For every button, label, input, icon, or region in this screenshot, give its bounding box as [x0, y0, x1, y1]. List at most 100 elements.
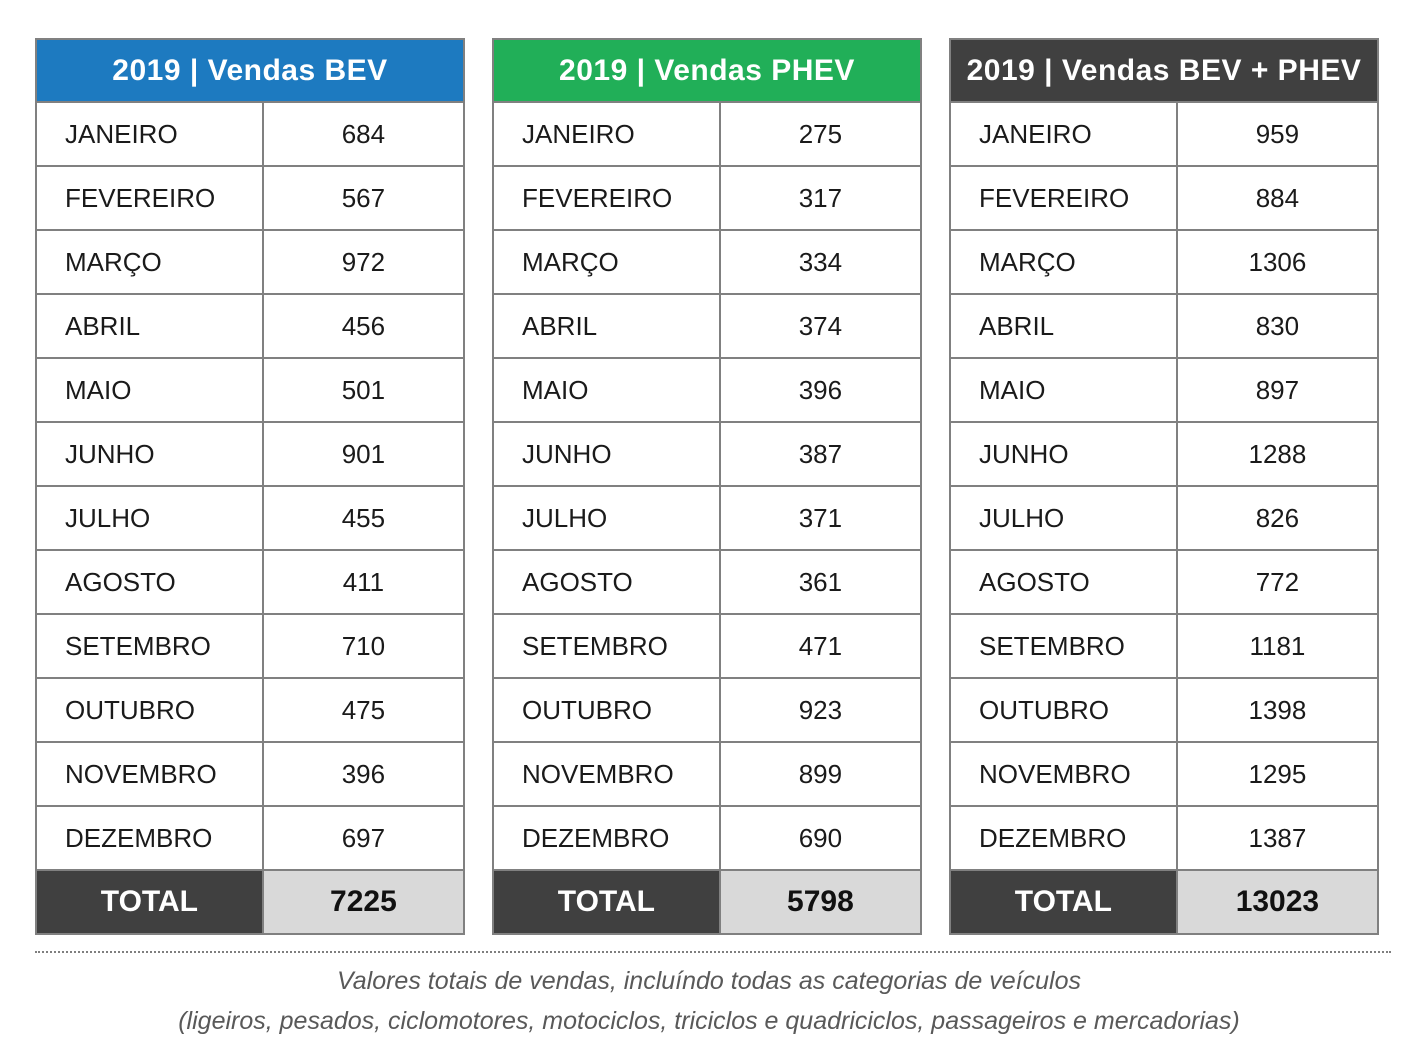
phev-total-label: TOTAL [492, 869, 721, 935]
month-cell: JULHO [949, 485, 1178, 551]
table-row: NOVEMBRO 396 [35, 741, 466, 807]
table-row: AGOSTO 411 [35, 549, 466, 615]
month-cell: AGOSTO [949, 549, 1178, 615]
combined-table-title: 2019 | Vendas BEV + PHEV [949, 38, 1379, 103]
table-row: ABRIL 456 [35, 293, 466, 359]
table-row: FEVEREIRO 884 [949, 165, 1380, 231]
value-cell: 897 [1175, 357, 1380, 423]
month-cell: ABRIL [35, 293, 264, 359]
total-row: TOTAL 13023 [949, 869, 1380, 935]
table-row: AGOSTO 772 [949, 549, 1380, 615]
month-cell: AGOSTO [492, 549, 721, 615]
value-cell: 1387 [1175, 805, 1380, 871]
table-row: FEVEREIRO 317 [492, 165, 923, 231]
month-cell: MARÇO [492, 229, 721, 295]
table-row: OUTUBRO 475 [35, 677, 466, 743]
table-row: MARÇO 972 [35, 229, 466, 295]
month-cell: JUNHO [492, 421, 721, 487]
tables-row: 2019 | Vendas BEV JANEIRO 684 FEVEREIRO 567… [35, 38, 1383, 935]
table-row: SETEMBRO 710 [35, 613, 466, 679]
value-cell: 1288 [1175, 421, 1380, 487]
total-row: TOTAL 5798 [492, 869, 923, 935]
value-cell: 1181 [1175, 613, 1380, 679]
value-cell: 697 [261, 805, 466, 871]
value-cell: 374 [718, 293, 923, 359]
table-row: JANEIRO 959 [949, 101, 1380, 167]
value-cell: 710 [261, 613, 466, 679]
value-cell: 501 [261, 357, 466, 423]
dotted-separator [35, 951, 1391, 953]
month-cell: JANEIRO [492, 101, 721, 167]
value-cell: 923 [718, 677, 923, 743]
month-cell: MAIO [492, 357, 721, 423]
value-cell: 456 [261, 293, 466, 359]
month-cell: OUTUBRO [35, 677, 264, 743]
month-cell: JUNHO [949, 421, 1178, 487]
table-row: JUNHO 1288 [949, 421, 1380, 487]
value-cell: 411 [261, 549, 466, 615]
table-row: OUTUBRO 1398 [949, 677, 1380, 743]
table-row: MAIO 897 [949, 357, 1380, 423]
table-row: SETEMBRO 1181 [949, 613, 1380, 679]
value-cell: 475 [261, 677, 466, 743]
value-cell: 334 [718, 229, 923, 295]
table-header-row: 2019 | Vendas BEV + PHEV [949, 38, 1379, 103]
month-cell: DEZEMBRO [949, 805, 1178, 871]
month-cell: NOVEMBRO [949, 741, 1178, 807]
month-cell: OUTUBRO [949, 677, 1178, 743]
table-row: ABRIL 374 [492, 293, 923, 359]
month-cell: DEZEMBRO [492, 805, 721, 871]
value-cell: 275 [718, 101, 923, 167]
value-cell: 396 [261, 741, 466, 807]
total-row: TOTAL 7225 [35, 869, 466, 935]
table-header-row: 2019 | Vendas PHEV [492, 38, 922, 103]
footnote-line-1: Valores totais de vendas, incluíndo toda… [337, 967, 1081, 995]
month-cell: DEZEMBRO [35, 805, 264, 871]
table-row: JULHO 826 [949, 485, 1380, 551]
value-cell: 772 [1175, 549, 1380, 615]
month-cell: ABRIL [949, 293, 1178, 359]
month-cell: SETEMBRO [35, 613, 264, 679]
value-cell: 361 [718, 549, 923, 615]
phev-total-value: 5798 [718, 869, 923, 935]
table-row: JUNHO 901 [35, 421, 466, 487]
table-row: MAIO 396 [492, 357, 923, 423]
value-cell: 826 [1175, 485, 1380, 551]
table-row: MARÇO 334 [492, 229, 923, 295]
value-cell: 1295 [1175, 741, 1380, 807]
table-row: MAIO 501 [35, 357, 466, 423]
table-row: JULHO 455 [35, 485, 466, 551]
month-cell: MAIO [949, 357, 1178, 423]
month-cell: MARÇO [35, 229, 264, 295]
value-cell: 471 [718, 613, 923, 679]
month-cell: JANEIRO [35, 101, 264, 167]
value-cell: 1398 [1175, 677, 1380, 743]
table-row: JULHO 371 [492, 485, 923, 551]
footnote-line-2: (ligeiros, pesados, ciclomotores, motoci… [178, 1007, 1240, 1035]
footnote: Valores totais de vendas, incluíndo toda… [35, 961, 1383, 1041]
value-cell: 455 [261, 485, 466, 551]
value-cell: 690 [718, 805, 923, 871]
phev-sales-table: 2019 | Vendas PHEV JANEIRO 275 FEVEREIRO 31… [492, 38, 923, 935]
combined-sales-table: 2019 | Vendas BEV + PHEV JANEIRO 959 FEVER… [949, 38, 1380, 935]
table-row: AGOSTO 361 [492, 549, 923, 615]
bev-table-body: JANEIRO 684 FEVEREIRO 567 MARÇO 972 ABRIL 456 MA… [35, 101, 466, 871]
table-row: NOVEMBRO 899 [492, 741, 923, 807]
month-cell: SETEMBRO [492, 613, 721, 679]
value-cell: 884 [1175, 165, 1380, 231]
month-cell: NOVEMBRO [492, 741, 721, 807]
table-header-row: 2019 | Vendas BEV [35, 38, 465, 103]
value-cell: 371 [718, 485, 923, 551]
value-cell: 317 [718, 165, 923, 231]
table-row: DEZEMBRO 1387 [949, 805, 1380, 871]
phev-table-title: 2019 | Vendas PHEV [492, 38, 922, 103]
month-cell: MARÇO [949, 229, 1178, 295]
month-cell: FEVEREIRO [949, 165, 1178, 231]
month-cell: FEVEREIRO [35, 165, 264, 231]
value-cell: 830 [1175, 293, 1380, 359]
month-cell: FEVEREIRO [492, 165, 721, 231]
table-row: JANEIRO 275 [492, 101, 923, 167]
bev-sales-table: 2019 | Vendas BEV JANEIRO 684 FEVEREIRO 567… [35, 38, 466, 935]
